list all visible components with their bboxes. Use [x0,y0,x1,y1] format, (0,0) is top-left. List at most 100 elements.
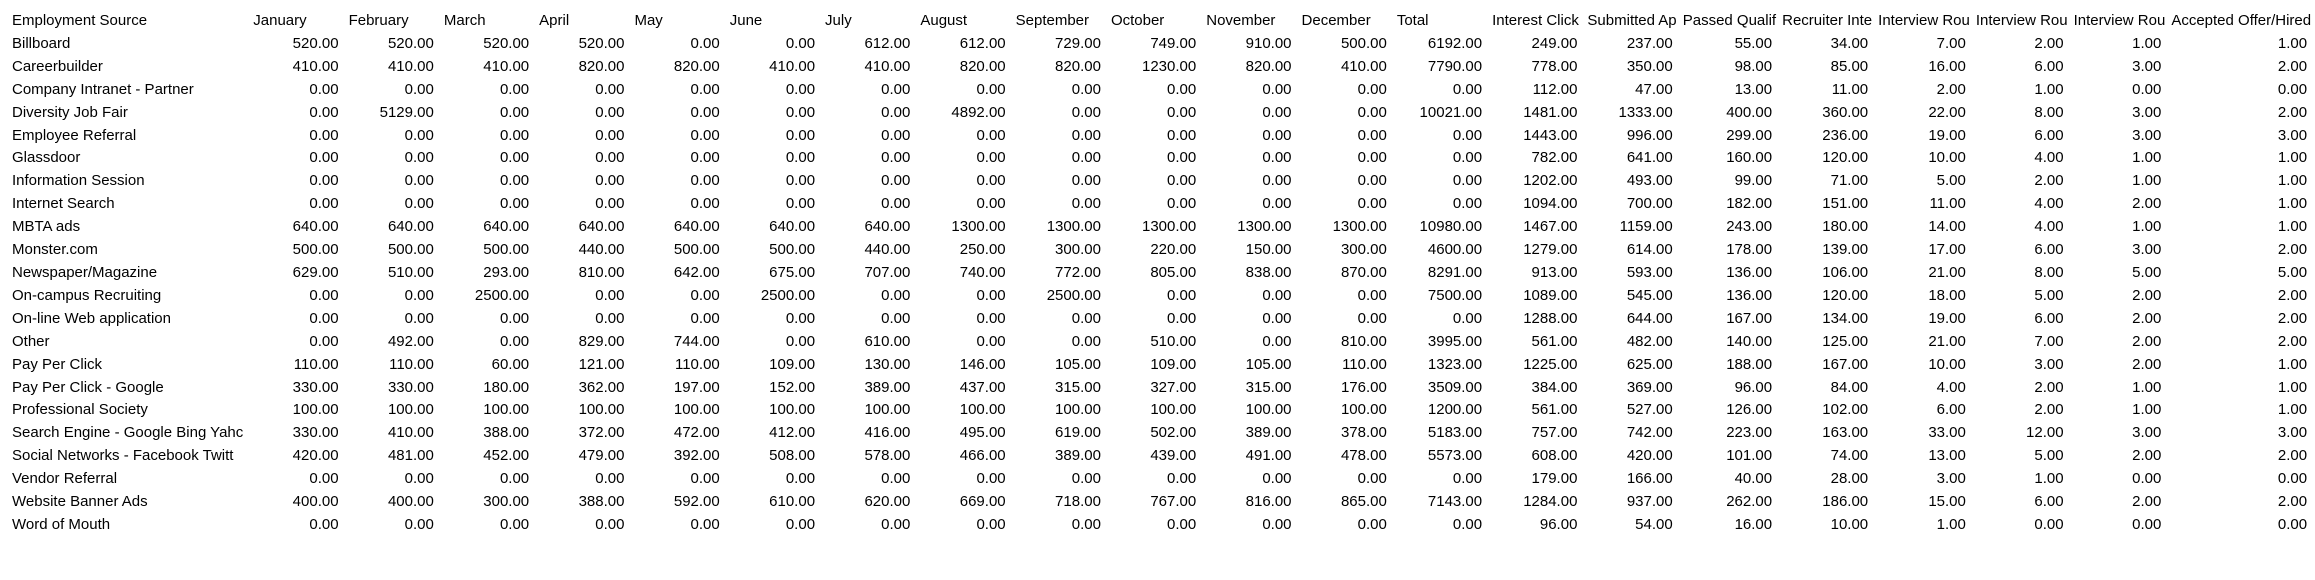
value-cell: 5.00 [2034,286,2064,304]
header-row: Employment Source January February March Apr… [12,10,2313,33]
value-cell: 437.00 [959,378,1006,396]
value-cell: 0.00 [595,470,625,488]
value-cell: 0.00 [881,149,911,167]
value-cell: 0.00 [404,126,434,144]
value-cell: 1089.00 [1523,286,1578,304]
value-cell: 0.00 [309,172,339,190]
value-cell: 0.00 [309,103,339,121]
value-cell: 527.00 [1626,401,1673,419]
column-header: February [348,12,409,29]
value-cell: 520.00 [483,34,530,52]
value-cell: 0.00 [595,149,625,167]
value-cell: 2.00 [2277,332,2308,350]
value-cell: 0.00 [1357,172,1387,190]
value-cell: 7500.00 [1427,286,1483,304]
value-cell: 640.00 [292,218,339,236]
value-cell: 13.00 [1928,447,1966,465]
value-cell: 1.00 [2132,218,2162,236]
value-cell: 134.00 [1822,309,1869,327]
value-cell: 0.00 [1262,332,1292,350]
value-cell: 3.00 [2132,126,2162,144]
value-cell: 0.00 [309,195,339,213]
value-cell: 0.00 [1357,309,1387,327]
value-cell: 6192.00 [1427,34,1483,52]
value-cell: 2.00 [2034,172,2064,190]
value-cell: 0.00 [1167,286,1197,304]
value-cell: 0.00 [499,126,530,144]
value-cell: 2500.00 [474,286,530,304]
value-cell: 315.00 [1245,378,1292,396]
value-cell: 0.00 [595,103,625,121]
value-cell: 0.00 [595,515,625,533]
value-cell: 100.00 [1245,401,1292,419]
value-cell: 126.00 [1726,401,1773,419]
value-cell: 2500.00 [1046,286,1101,304]
column-header: September [1015,12,1090,29]
value-cell: 293.00 [483,263,530,281]
value-cell: 0.00 [1071,195,1101,213]
value-cell: 100.00 [1150,401,1197,419]
value-cell: 0.00 [1452,470,1483,488]
value-cell: 1.00 [2277,218,2308,236]
value-cell: 416.00 [864,424,911,442]
value-cell: 640.00 [673,218,720,236]
value-cell: 0.00 [404,149,434,167]
value-cell: 180.00 [483,378,530,396]
value-cell: 8291.00 [1427,263,1483,281]
value-cell: 7.00 [2034,332,2064,350]
value-cell: 146.00 [959,355,1006,373]
value-cell: 0.00 [595,309,625,327]
value-cell: 620.00 [864,493,911,511]
value-cell: 0.00 [1071,172,1101,190]
value-cell: 392.00 [673,447,720,465]
value-cell: 0.00 [499,172,530,190]
value-cell: 96.00 [1539,515,1578,533]
value-cell: 610.00 [864,332,911,350]
value-cell: 197.00 [673,378,720,396]
value-cell: 0.00 [785,126,816,144]
value-cell: 7.00 [1936,34,1966,52]
value-cell: 0.00 [785,103,816,121]
table-row: Glassdoor 0.00 0.00 0.00 0.00 0.00 0.00 0.00 0.0… [12,147,2313,170]
value-cell: 109.00 [769,355,816,373]
value-cell: 2.00 [2277,57,2308,75]
value-cell: 13.00 [1734,80,1773,98]
value-cell: 100.00 [959,401,1006,419]
value-cell: 2.00 [2277,493,2308,511]
value-cell: 2.00 [2132,447,2162,465]
value-cell: 440.00 [578,241,625,259]
value-cell: 782.00 [1531,149,1578,167]
value-cell: 112.00 [1532,80,1578,98]
value-cell: 2.00 [2132,286,2162,304]
value-cell: 2.00 [2277,309,2308,327]
value-cell: 8.00 [2034,103,2064,121]
value-cell: 865.00 [1340,493,1387,511]
value-cell: 0.00 [976,286,1006,304]
value-cell: 0.00 [309,332,339,350]
value-cell: 15.00 [1928,493,1966,511]
source-cell: Diversity Job Fair [12,103,128,121]
value-cell: 937.00 [1626,493,1673,511]
value-cell: 410.00 [387,424,434,442]
value-cell: 105.00 [1055,355,1101,373]
value-cell: 410.00 [1340,57,1387,75]
value-cell: 3.00 [2132,424,2162,442]
value-cell: 3.00 [1936,470,1966,488]
value-cell: 0.00 [1167,103,1197,121]
value-cell: 1300.00 [1142,218,1197,236]
value-cell: 420.00 [292,447,339,465]
value-cell: 100.00 [673,401,720,419]
value-cell: 400.00 [1726,103,1773,121]
value-cell: 1300.00 [951,218,1006,236]
value-cell: 151.00 [1822,195,1869,213]
value-cell: 372.00 [578,424,625,442]
value-cell: 510.00 [387,263,434,281]
column-header: April [539,12,570,29]
value-cell: 1230.00 [1142,57,1197,75]
value-cell: 3.00 [2132,241,2162,259]
value-cell: 3.00 [2277,126,2308,144]
value-cell: 629.00 [292,263,339,281]
value-cell: 1.00 [2132,401,2162,419]
column-header: Interview Rou [1878,12,1970,29]
